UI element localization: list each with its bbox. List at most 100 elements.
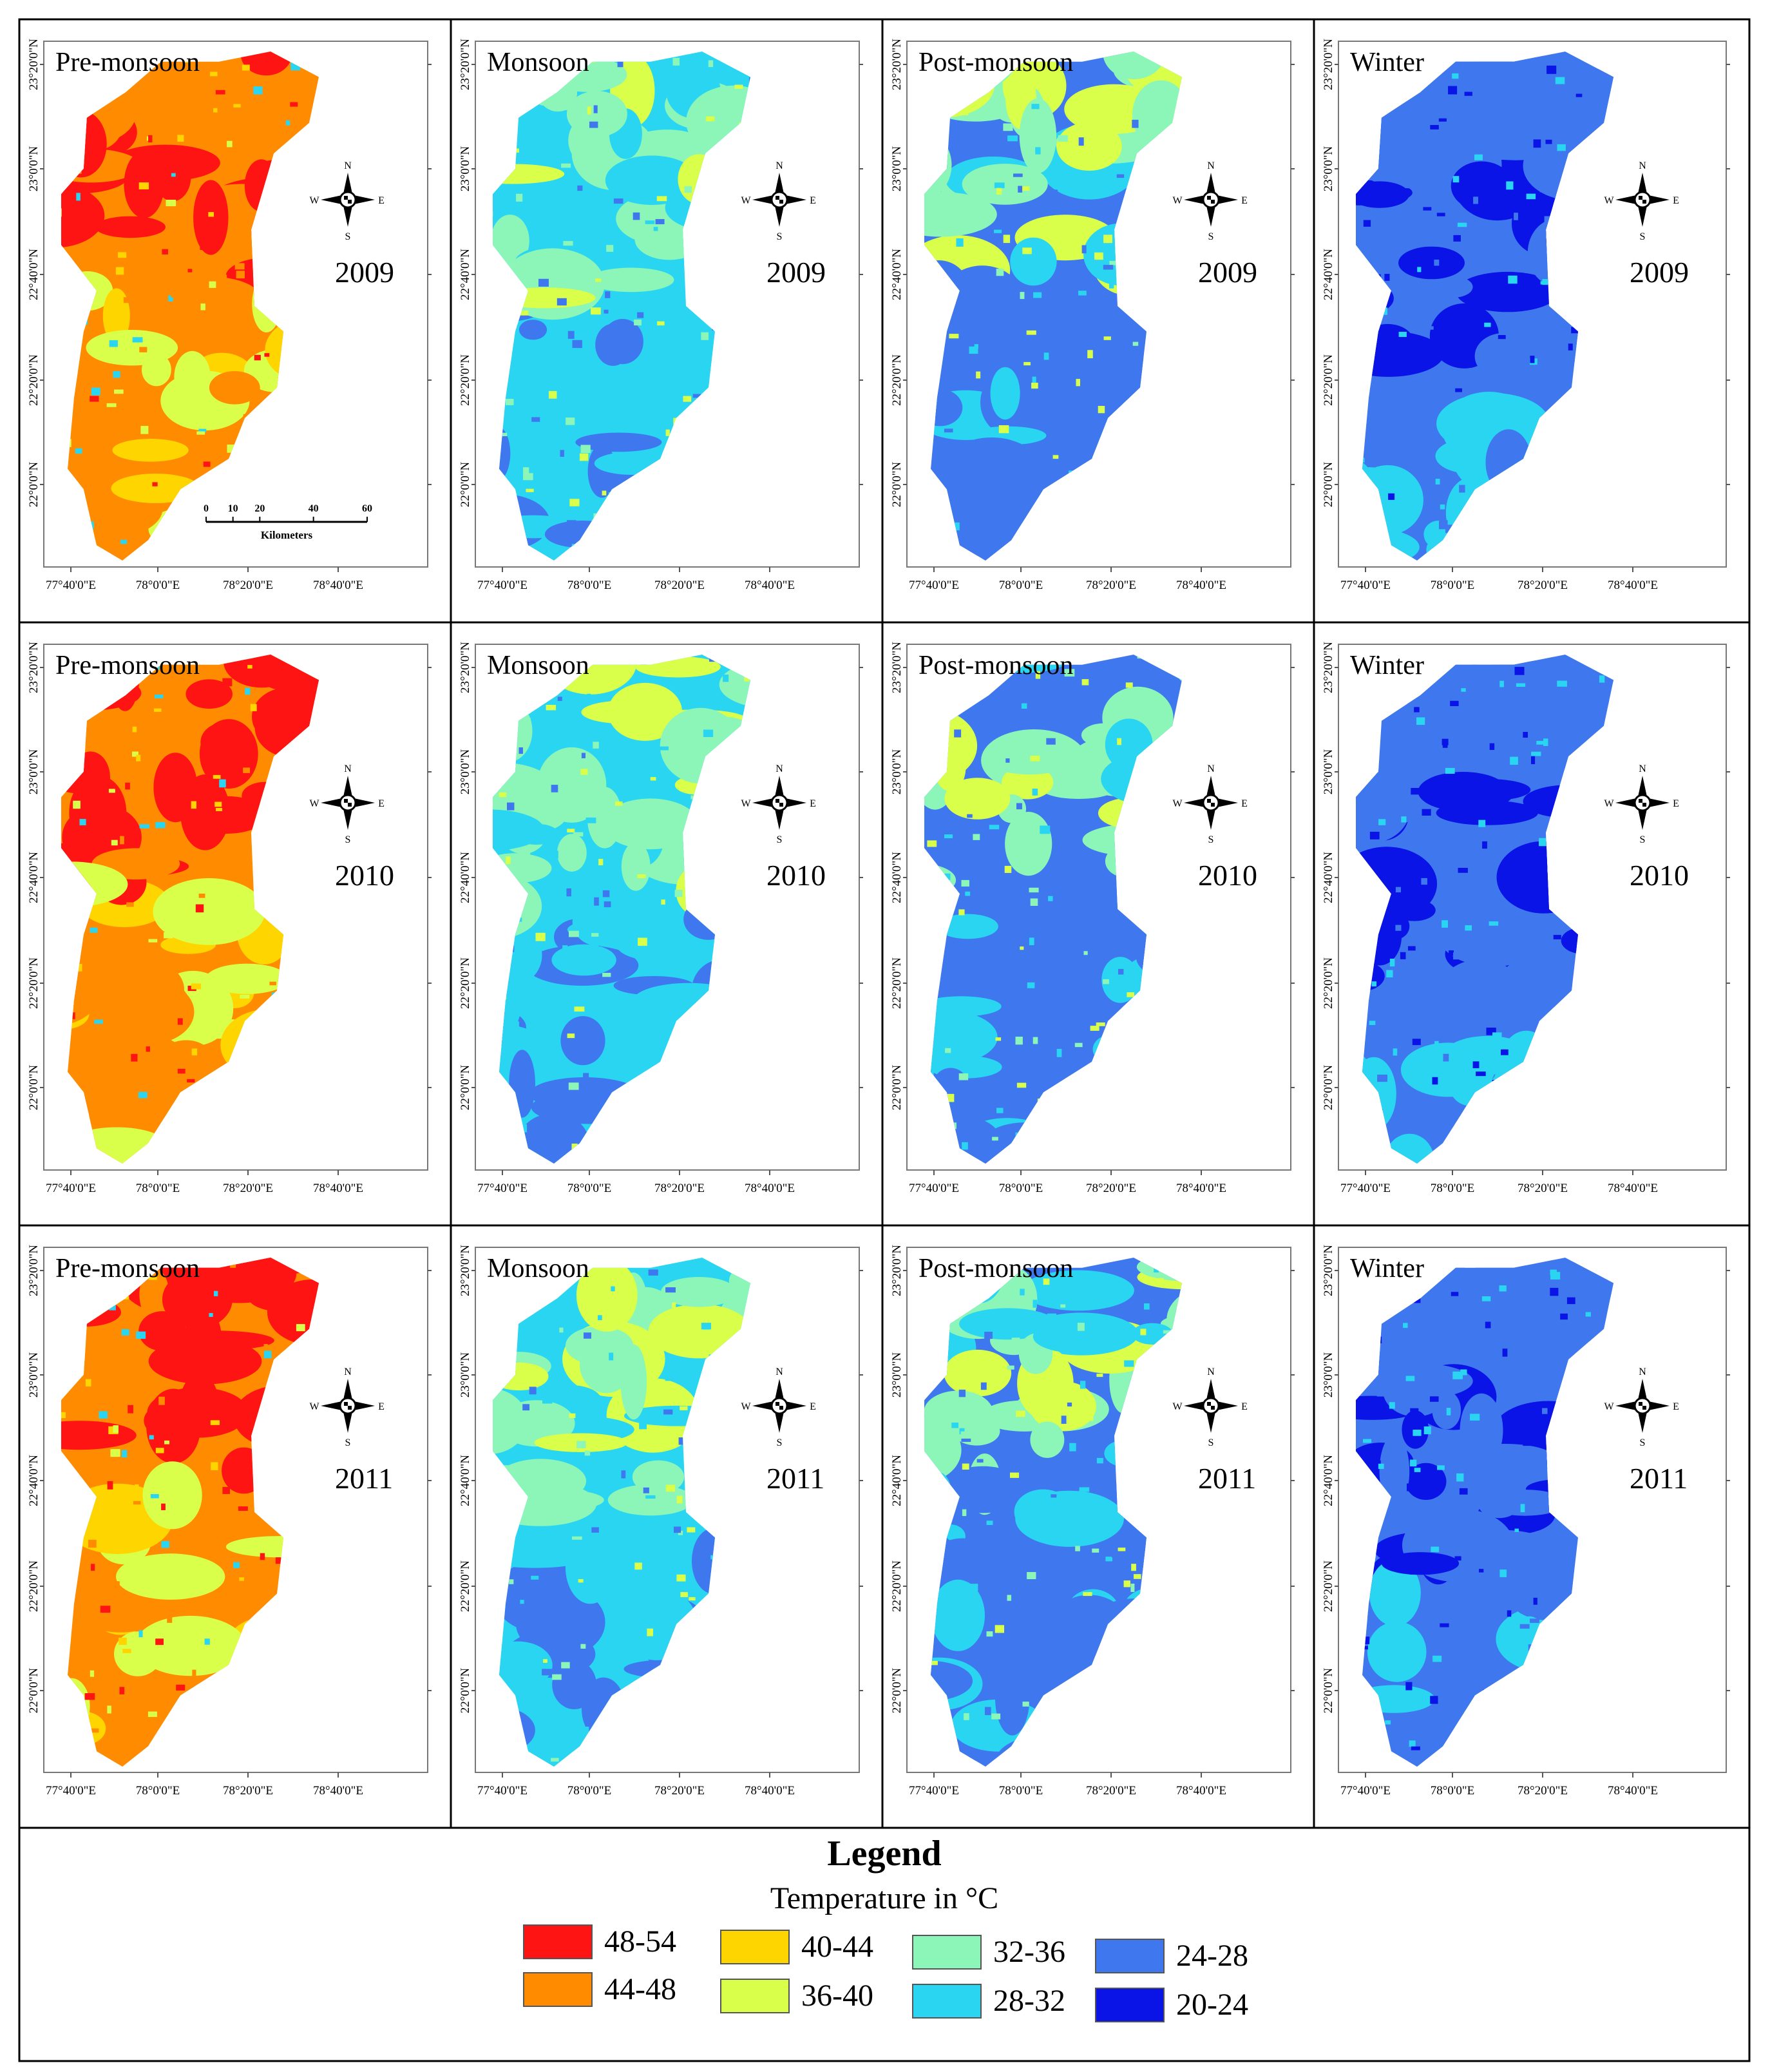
temperature-zone (551, 944, 616, 976)
temperature-zone (937, 914, 998, 939)
temperature-zone (1474, 332, 1532, 379)
temperature-zone (989, 1588, 1045, 1664)
temperature-zone (1403, 692, 1512, 747)
temperature-zone (931, 1579, 985, 1651)
temperature-zone (984, 741, 1076, 775)
compass-s: S (1640, 1437, 1646, 1448)
north-arrow-icon: N S E W (309, 1367, 384, 1448)
compass-w: W (741, 798, 751, 809)
temperature-zone (537, 747, 607, 823)
compass-w: W (1172, 1401, 1183, 1412)
scale-bar-tick: 10 (228, 503, 238, 514)
y-tick-label: 23°20'0"N (27, 1245, 41, 1296)
x-tick-label: 78°0'0"E (1431, 1182, 1474, 1195)
temperature-zone (986, 1036, 1061, 1074)
compass-e: E (1673, 798, 1679, 809)
north-arrow-icon: N S E W (1604, 160, 1679, 242)
temperature-zone (158, 1330, 274, 1350)
x-tick-label: 77°40'0"E (46, 1182, 96, 1195)
compass-s: S (345, 1437, 351, 1448)
x-tick-label: 78°20'0"E (223, 1182, 273, 1195)
x-tick-label: 78°40'0"E (313, 1182, 363, 1195)
x-tick-label: 78°20'0"E (1518, 1182, 1568, 1195)
year-label: 2011 (1630, 1462, 1688, 1495)
scale-bar-tick: 20 (254, 503, 265, 514)
year-label: 2009 (335, 256, 394, 289)
x-tick-label: 78°40'0"E (1176, 579, 1226, 592)
map-panel-pre-monsoon-2010: Pre-monsoon 2010 N S E W 77°40'0"E 78°0'0"E 78°2… (18, 621, 452, 1227)
year-label: 2009 (1630, 256, 1689, 289)
temperature-zone (990, 367, 1020, 420)
legend-label: 36-40 (801, 1979, 873, 2013)
scale-bar-tick: 40 (309, 503, 319, 514)
temperature-zone (1440, 907, 1548, 967)
x-tick-label: 77°40'0"E (909, 1182, 959, 1195)
temperature-zone (205, 963, 289, 994)
y-tick-label: 23°0'0"N (27, 1352, 41, 1397)
x-tick-label: 78°20'0"E (654, 579, 705, 592)
compass-n: N (776, 1367, 783, 1377)
x-tick-label: 78°20'0"E (1086, 579, 1136, 592)
compass-s: S (777, 231, 783, 242)
year-label: 2010 (335, 859, 394, 892)
temperature-zone (602, 798, 698, 850)
scale-bar-tick: 0 (204, 503, 209, 514)
y-tick-label: 23°20'0"N (459, 642, 472, 693)
temperature-zone (226, 1258, 290, 1290)
y-tick-label: 22°0'0"N (1322, 1064, 1335, 1110)
compass-e: E (1673, 195, 1679, 206)
temperature-zone (557, 834, 587, 872)
legend-label: 44-48 (604, 1972, 676, 2006)
legend-swatch (912, 1935, 982, 1970)
temperature-zone (1022, 1270, 1134, 1311)
temperature-zone (139, 1268, 169, 1321)
compass-n: N (1639, 1367, 1646, 1377)
legend-label: 40-44 (801, 1930, 873, 1964)
y-tick-label: 23°20'0"N (1322, 39, 1335, 90)
temperature-zone (1033, 973, 1071, 1040)
y-tick-label: 22°20'0"N (27, 354, 41, 406)
y-tick-label: 22°20'0"N (1322, 354, 1335, 406)
temperature-zone (142, 353, 171, 387)
legend-label: 20-24 (1176, 1988, 1248, 2022)
temperature-zone (1005, 812, 1052, 876)
y-tick-label: 22°0'0"N (1322, 1667, 1335, 1713)
temperature-zone (1454, 1444, 1557, 1476)
compass-w: W (741, 1401, 751, 1412)
y-tick-label: 22°40'0"N (1322, 249, 1335, 300)
season-title: Winter (1350, 1254, 1424, 1283)
x-tick-label: 78°20'0"E (1086, 1182, 1136, 1195)
compass-e: E (1241, 798, 1248, 809)
map-panel-post-monsoon-2010: Post-monsoon 2010 N S E W 77°40'0"E 78°0'0"E 78°… (881, 621, 1315, 1227)
year-label: 2009 (766, 256, 826, 289)
x-tick-label: 77°40'0"E (477, 1182, 528, 1195)
compass-w: W (1172, 798, 1183, 809)
legend-subtitle: Temperature in °C (770, 1881, 999, 1915)
temperature-zone (1056, 122, 1122, 171)
x-tick-label: 78°40'0"E (745, 1784, 795, 1798)
y-tick-label: 22°40'0"N (459, 852, 472, 903)
y-tick-label: 22°20'0"N (1322, 1560, 1335, 1612)
x-tick-label: 78°40'0"E (745, 1182, 795, 1195)
y-tick-label: 23°20'0"N (1322, 642, 1335, 693)
y-tick-label: 22°40'0"N (27, 1455, 41, 1506)
temperature-zone (1366, 216, 1446, 235)
temperature-zone (1449, 779, 1531, 801)
temperature-zone (1369, 1559, 1421, 1627)
x-tick-label: 78°0'0"E (567, 579, 611, 592)
temperature-zone (1010, 237, 1057, 286)
map-panel-pre-monsoon-2009: Pre-monsoon 2009 N S E W 77°40'0"E 78°0'0"E 78°2… (18, 18, 452, 624)
x-tick-label: 78°20'0"E (223, 579, 273, 592)
north-arrow-icon: N S E W (1172, 160, 1247, 242)
map-panel-monsoon-2009: Monsoon 2009 N S E W 77°40'0"E 78°0'0"E 78°20'0"… (450, 18, 884, 624)
y-tick-label: 23°0'0"N (1322, 146, 1335, 191)
temperature-zone (493, 215, 529, 267)
temperature-zone (493, 809, 545, 851)
compass-s: S (345, 231, 351, 242)
legend-swatch (1095, 1939, 1165, 1973)
compass-s: S (1640, 834, 1646, 845)
compass-e: E (1673, 1401, 1679, 1412)
x-tick-label: 78°0'0"E (999, 1784, 1043, 1798)
season-title: Monsoon (487, 651, 589, 680)
